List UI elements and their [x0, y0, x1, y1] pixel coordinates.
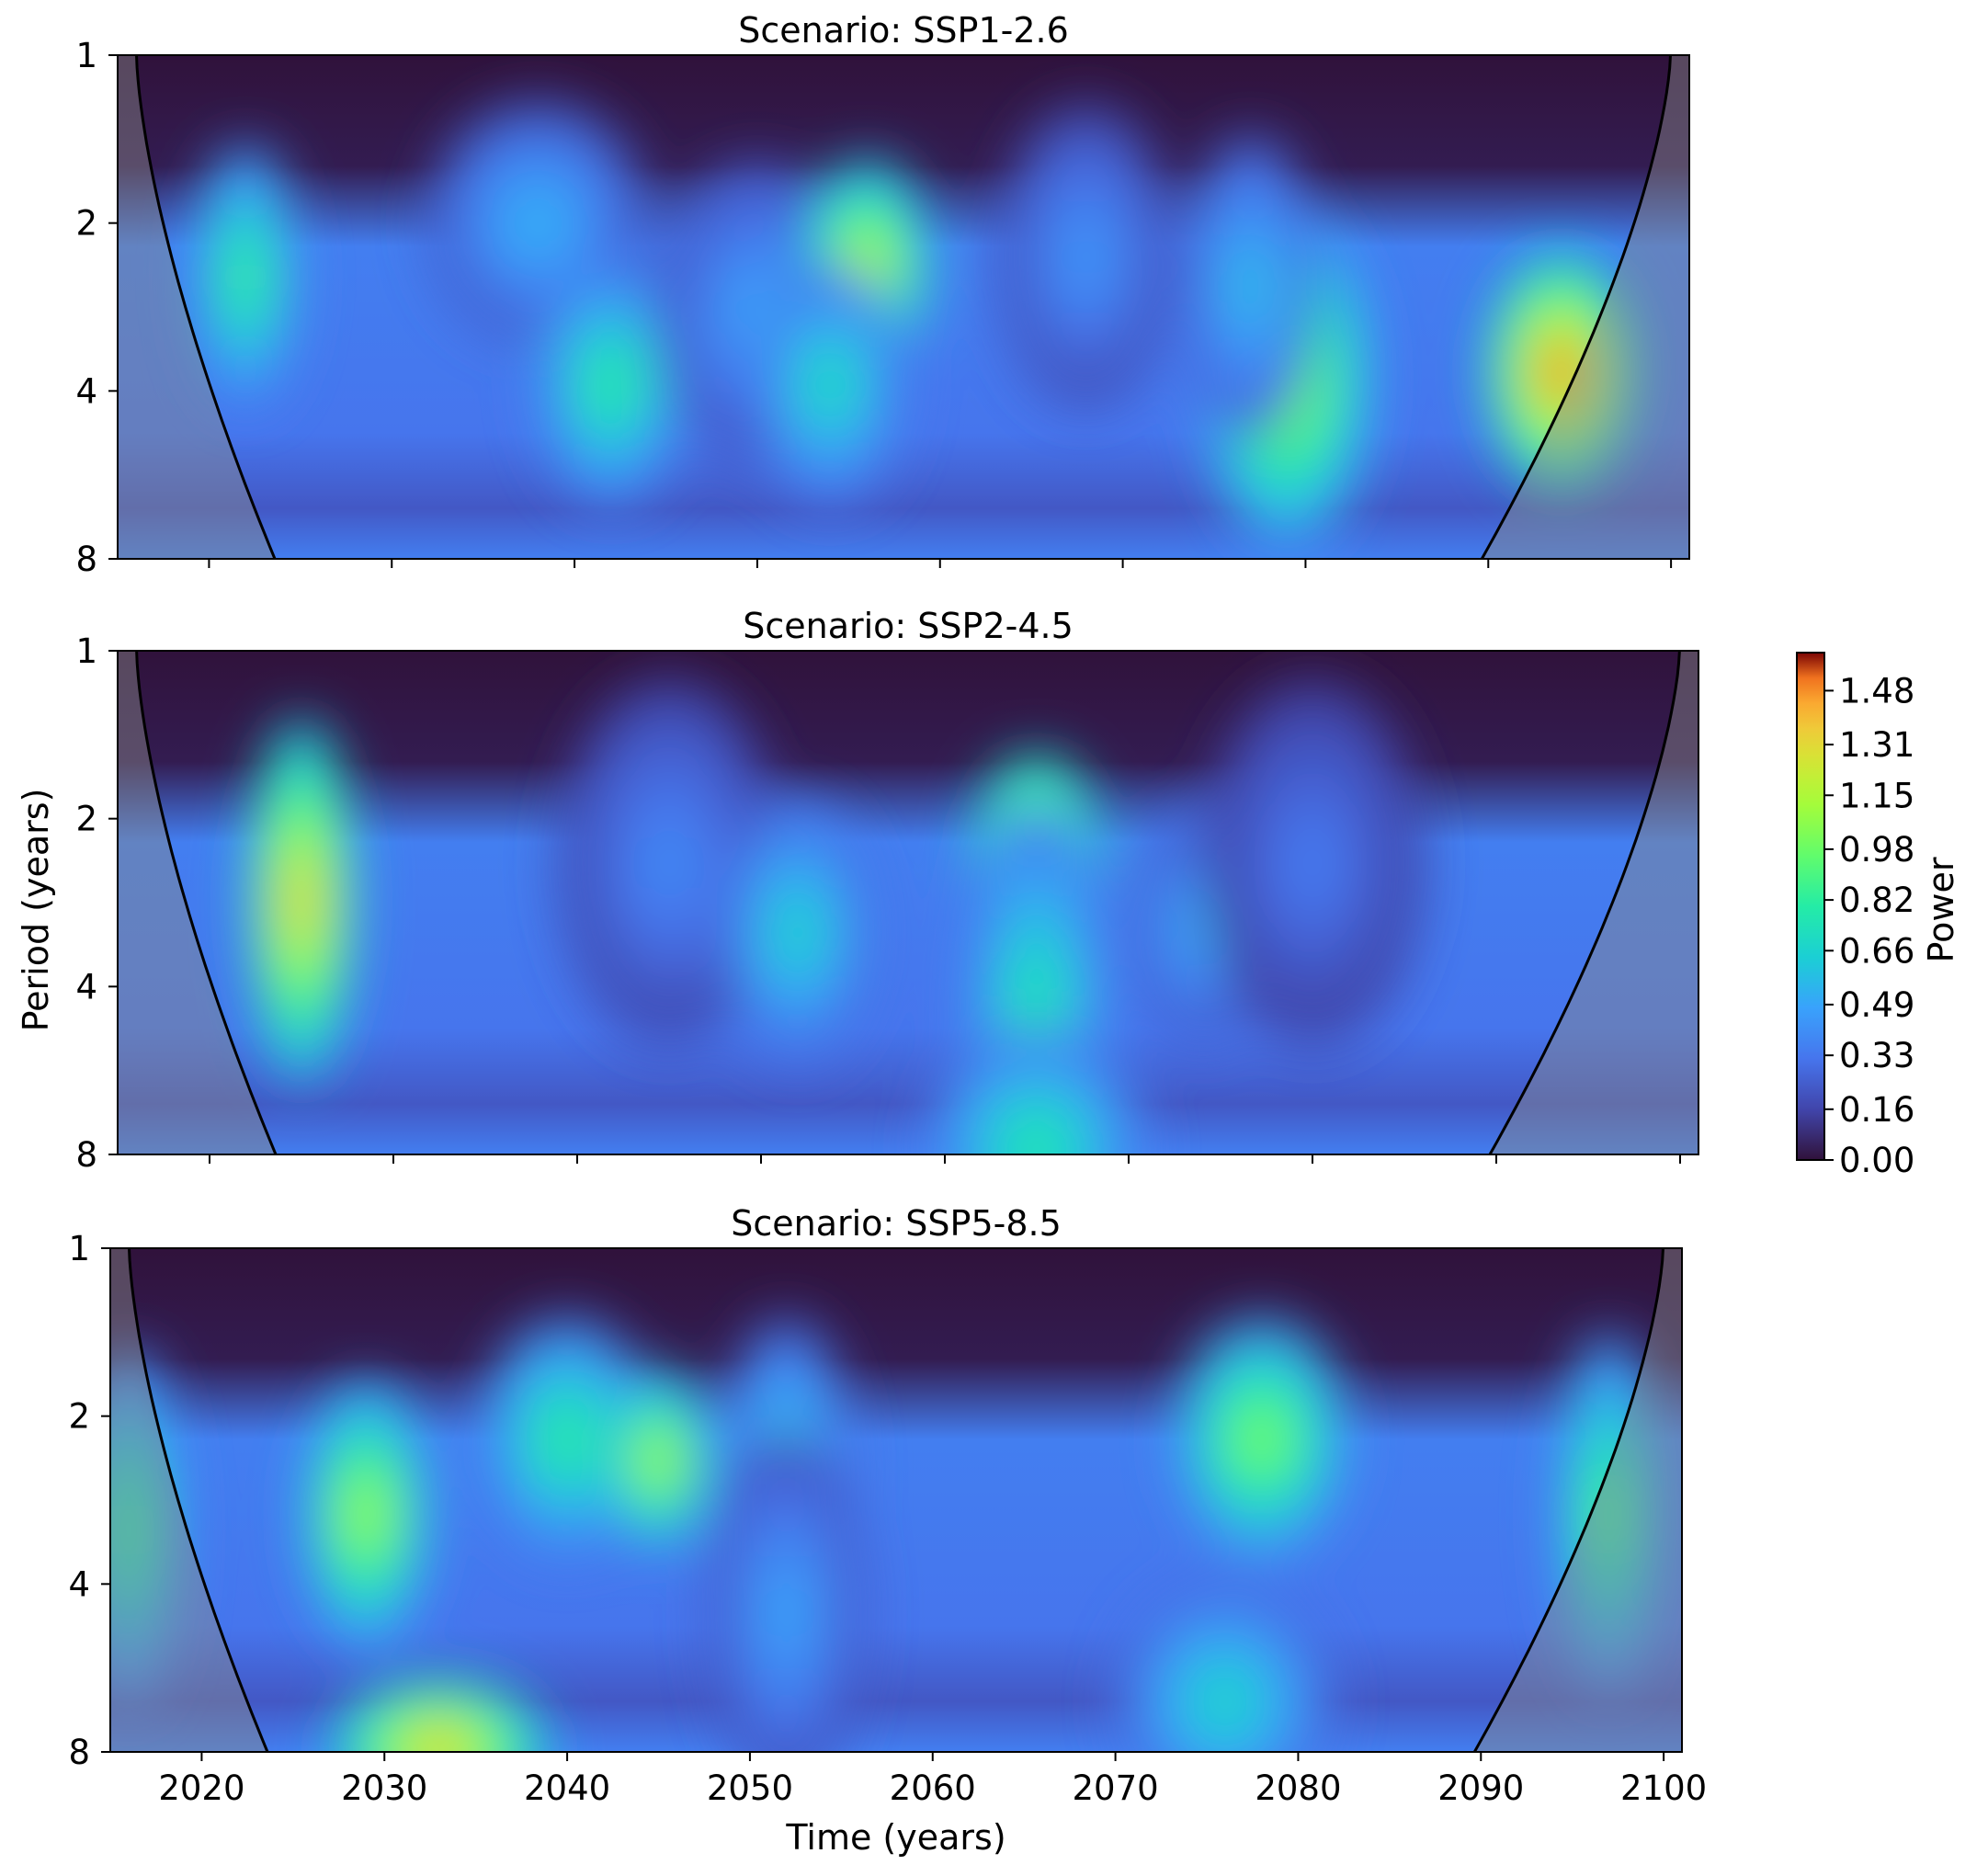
- coi-line-left: [135, 55, 277, 559]
- coi-shade-left: [110, 1248, 267, 1752]
- colorbar-tick-label: 0.82: [1839, 881, 1914, 920]
- y-tick-label: 2: [68, 1397, 90, 1437]
- y-axis-label: Period (years): [16, 789, 56, 1032]
- y-tick-label: 1: [68, 1229, 90, 1268]
- colorbar-tick-label: 0.16: [1839, 1090, 1914, 1130]
- colorbar-label: Power: [1921, 857, 1961, 962]
- power-hotspot: [998, 106, 1175, 408]
- power-hotspot: [110, 1348, 184, 1711]
- axes-frame: [117, 650, 1699, 1155]
- y-tick-label: 2: [75, 800, 97, 839]
- colorbar-tick-label: 1.15: [1839, 776, 1914, 815]
- power-hotspot: [1202, 681, 1423, 1044]
- power-hotspot: [753, 264, 907, 506]
- wavelet-panel-1: Scenario: SSP1-2.6 1 2 4 8: [75, 10, 1690, 579]
- axes-frame: [109, 1247, 1683, 1753]
- power-hotspot: [246, 719, 357, 1082]
- y-tick-label: 4: [68, 1564, 90, 1604]
- power-hotspot: [329, 1676, 550, 1752]
- x-tick-label: 2020: [158, 1768, 244, 1808]
- colorbar-tick-label: 0.66: [1839, 931, 1914, 971]
- colorbar-tick-label: 1.48: [1839, 671, 1914, 711]
- x-tick-label: 2060: [890, 1768, 976, 1808]
- panel-title: Scenario: SSP2-4.5: [743, 606, 1074, 646]
- power-hotspot: [960, 803, 1114, 1154]
- x-tick-label: 2080: [1255, 1768, 1341, 1808]
- power-hotspot: [603, 1370, 714, 1552]
- x-tick-label: 2050: [707, 1768, 793, 1808]
- y-tick-label: 8: [68, 1733, 90, 1772]
- x-tick-label: 2030: [341, 1768, 427, 1808]
- coi-line-right: [1480, 55, 1672, 559]
- y-tick-label: 8: [75, 1135, 97, 1175]
- power-hotspot: [534, 264, 688, 506]
- x-tick-label: 2040: [524, 1768, 610, 1808]
- power-hotspot: [1185, 135, 1317, 438]
- coi-line-right: [1472, 1248, 1664, 1752]
- power-hotspot: [1553, 1333, 1664, 1696]
- y-tick-label: 1: [75, 631, 97, 671]
- colorbar-tick-label: 0.33: [1839, 1036, 1914, 1075]
- x-tick-label: 2090: [1437, 1768, 1524, 1808]
- power-hotspot: [926, 1027, 1147, 1154]
- power-hotspot: [721, 799, 875, 1066]
- heatmap-background: [118, 651, 1698, 1154]
- coi-shade-right: [1474, 1248, 1682, 1752]
- y-tick-label: 2: [75, 204, 97, 244]
- coi-line-right: [1488, 651, 1681, 1154]
- colorbar-gradient: [1796, 652, 1825, 1161]
- colorbar: 1.48 1.31 1.15 0.98 0.82 0.66 0.49 0.33 0.16 0.00: [1796, 652, 1914, 1180]
- coi-shade-left: [118, 55, 275, 559]
- power-hotspot: [190, 143, 301, 411]
- power-hotspot: [710, 1431, 864, 1752]
- x-tick-label: 2070: [1073, 1768, 1159, 1808]
- coi-line-left: [128, 1248, 269, 1752]
- panel-title: Scenario: SSP1-2.6: [738, 10, 1069, 51]
- colorbar-tick-label: 1.31: [1839, 725, 1914, 765]
- colorbar-tick-label: 0.98: [1839, 830, 1914, 870]
- y-tick-label: 8: [75, 540, 97, 579]
- power-hotspot: [1115, 1580, 1335, 1752]
- y-tick-label: 4: [75, 371, 97, 411]
- wavelet-panel-2: Scenario: SSP2-4.5 1 2 4 8: [75, 606, 1699, 1175]
- power-hotspot: [300, 1381, 432, 1648]
- power-hotspot: [1484, 251, 1639, 494]
- coi-shade-left: [118, 651, 276, 1154]
- y-tick-label: 4: [75, 967, 97, 1006]
- coi-shade-right: [1490, 651, 1698, 1154]
- axes-frame: [117, 54, 1690, 560]
- x-tick-label: 2100: [1620, 1768, 1707, 1808]
- wavelet-panel-3: Scenario: SSP5-8.5 1 2 4 8 2020 2030 2040 2050 20…: [68, 1203, 1707, 1808]
- panel-title: Scenario: SSP5-8.5: [731, 1203, 1062, 1244]
- coi-line-left: [135, 651, 278, 1154]
- power-hotspot: [1174, 1318, 1350, 1561]
- x-axis-label: Time (years): [785, 1817, 1005, 1858]
- colorbar-tick-label: 0.00: [1839, 1141, 1914, 1180]
- coi-shade-right: [1482, 55, 1689, 559]
- y-tick-label: 1: [75, 36, 97, 75]
- colorbar-tick-label: 0.49: [1839, 985, 1914, 1025]
